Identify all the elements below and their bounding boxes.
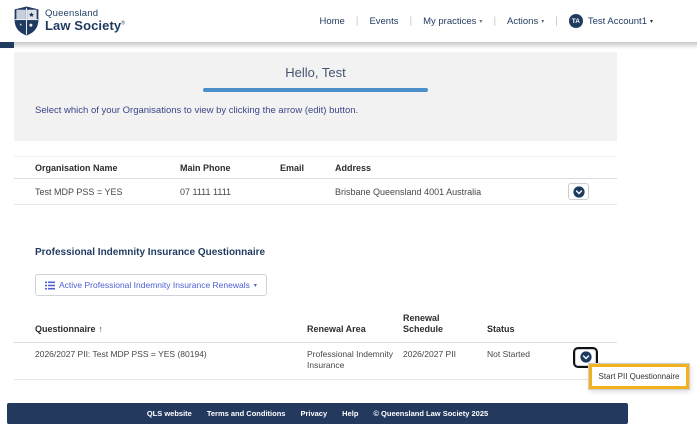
list-icon — [45, 281, 55, 289]
account-name: Test Account1 — [587, 15, 647, 27]
footer-link-privacy[interactable]: Privacy — [300, 409, 328, 418]
logo-text: Queensland Law Society® — [45, 9, 125, 33]
pii-section: Professional Indemnity Insurance Questio… — [14, 247, 617, 381]
registered-mark: ® — [121, 20, 126, 27]
renewal-area-cell: Professional Indemnity Insurance — [307, 348, 393, 371]
pii-section-title: Professional Indemnity Insurance Questio… — [35, 247, 266, 258]
accent-divider — [203, 88, 428, 92]
footer-link-help[interactable]: Help — [342, 409, 359, 418]
chevron-down-icon: ▾ — [479, 19, 483, 25]
avatar: TA — [568, 14, 583, 28]
pii-header-row: Questionnaire ↑ Renewal Area Renewal Sche… — [14, 313, 617, 343]
active-renewals-filter-button[interactable]: Active Professional Indemnity Insurance … — [35, 274, 267, 296]
filter-button-label: Active Professional Indemnity Insurance … — [59, 280, 250, 290]
nav-divider: | — [555, 15, 558, 27]
col-organisation-name: Organisation Name — [35, 162, 118, 173]
col-address: Address — [335, 162, 372, 173]
col-renewal-area: Renewal Area — [307, 324, 366, 335]
start-pii-questionnaire-tooltip[interactable]: Start PII Questionnaire — [589, 364, 689, 389]
status-cell: Not Started — [487, 348, 530, 359]
footer-link-terms[interactable]: Terms and Conditions — [206, 409, 286, 418]
main-phone-cell: 07 1111 1111 — [180, 186, 232, 197]
logo-line2: Law Society® — [45, 19, 125, 33]
sort-ascending-icon: ↑ — [98, 324, 104, 335]
header-shadow — [0, 42, 697, 49]
open-questionnaire-button[interactable] — [575, 348, 596, 366]
main-nav: Home | Events | My practices ▾ | Actions ▾… — [319, 14, 653, 28]
navy-banner-fragment — [0, 38, 14, 48]
col-main-phone: Main Phone — [180, 162, 231, 173]
nav-divider: | — [355, 15, 359, 27]
organisations-table: Organisation Name Main Phone Email Addre… — [14, 156, 617, 205]
renewal-schedule-cell: 2026/2027 PII — [403, 348, 456, 359]
instruction-text: Select which of your Organisations to vi… — [35, 105, 359, 116]
chevron-down-icon: ▾ — [541, 19, 545, 25]
nav-my-practices-label: My practices — [423, 15, 477, 27]
footer-link-qls-website[interactable]: QLS website — [146, 409, 192, 418]
arrow-down-circle-icon — [572, 185, 585, 198]
organisations-header-row: Organisation Name Main Phone Email Addre… — [14, 156, 617, 179]
chevron-down-icon: ▾ — [253, 282, 257, 289]
nav-actions-label: Actions — [507, 15, 539, 27]
top-header: Queensland Law Society® Home | Events | … — [0, 0, 697, 42]
nav-home[interactable]: Home — [319, 16, 344, 27]
nav-actions[interactable]: Actions ▾ — [507, 16, 544, 27]
col-status: Status — [487, 324, 515, 335]
copyright-text: © Queensland Law Society 2025 — [373, 409, 489, 418]
questionnaire-header-label: Questionnaire — [35, 324, 96, 335]
edit-organisation-button[interactable] — [568, 183, 589, 200]
logo-line1: Queensland — [45, 8, 99, 20]
col-renewal-schedule: Renewal Schedule — [403, 313, 444, 335]
nav-events-label: Events — [369, 15, 399, 27]
table-row: 2026/2027 PII: Test MDP PSS = YES (80194… — [14, 343, 617, 381]
nav-divider: | — [409, 15, 413, 27]
footer-bar: QLS website Terms and Conditions Privacy… — [7, 403, 628, 424]
arrow-down-circle-icon — [579, 351, 592, 363]
qls-logo[interactable]: Queensland Law Society® — [14, 6, 125, 36]
qls-shield-icon — [14, 6, 39, 36]
logo-line2-text: Law Society — [45, 18, 122, 34]
col-questionnaire[interactable]: Questionnaire ↑ — [35, 324, 307, 335]
organisation-name-cell: Test MDP PSS = YES — [35, 186, 123, 197]
greeting-title: Hello, Test — [285, 65, 346, 80]
nav-home-label: Home — [319, 15, 345, 27]
col-email: Email — [280, 162, 305, 173]
chevron-down-icon: ▾ — [649, 19, 653, 25]
account-menu[interactable]: TA Test Account1 ▾ — [568, 14, 653, 28]
nav-events[interactable]: Events — [369, 16, 398, 27]
hero-panel: Hello, Test Select which of your Organis… — [14, 52, 617, 141]
address-cell: Brisbane Queensland 4001 Australia — [335, 186, 482, 197]
nav-my-practices[interactable]: My practices ▾ — [423, 16, 482, 27]
table-row: Test MDP PSS = YES 07 1111 1111 Brisbane… — [14, 179, 617, 205]
nav-divider: | — [493, 15, 497, 27]
questionnaire-cell: 2026/2027 PII: Test MDP PSS = YES (80194… — [35, 348, 207, 359]
